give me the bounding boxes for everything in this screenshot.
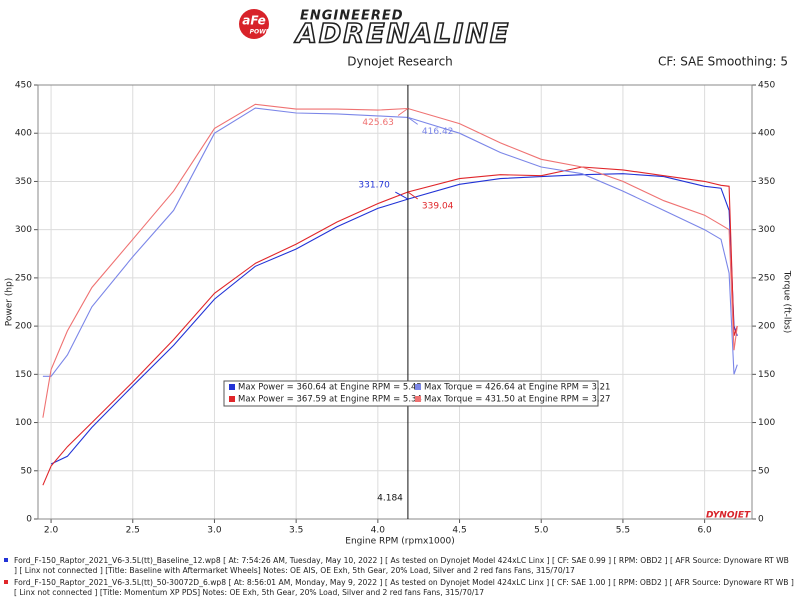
series-line: [42, 107, 738, 377]
readout-pointer: [407, 191, 418, 200]
x-tick-label: 3.0: [207, 526, 222, 536]
chart-title: Dynojet Research: [347, 55, 453, 69]
y2-tick-label: 450: [758, 81, 775, 91]
y-tick-label: 300: [15, 225, 32, 235]
x-tick-label: 2.5: [126, 526, 140, 536]
y-tick-label: 0: [26, 515, 32, 525]
y-tick-label: 200: [15, 322, 32, 332]
value-label: 416.42: [422, 127, 454, 137]
legend-label: Max Power = 360.64 at Engine RPM = 5.45: [238, 383, 422, 393]
legend-swatch: [415, 384, 421, 390]
legend-label: Max Power = 367.59 at Engine RPM = 5.34: [238, 395, 422, 405]
y2-tick-label: 350: [758, 177, 775, 187]
value-label: 331.70: [358, 181, 390, 191]
y-axis-title: Power (hp): [5, 278, 15, 327]
legend: Max Power = 360.64 at Engine RPM = 5.45M…: [223, 380, 610, 407]
x-tick-label: 4.0: [371, 526, 386, 536]
run-note: Ford_F-150_Raptor_2021_V6-3.5L(tt)_50-30…: [4, 578, 794, 598]
x-axis-title: Engine RPM (rpmx1000): [345, 537, 454, 547]
note-marker: [4, 558, 8, 562]
y2-tick-label: 150: [758, 370, 775, 380]
y-tick-label: 50: [21, 466, 33, 476]
y2-tick-label: 400: [758, 129, 775, 139]
x-tick-label: 3.5: [289, 526, 303, 536]
plot-frame: [37, 84, 753, 520]
legend-label: Max Torque = 426.64 at Engine RPM = 3.21: [424, 383, 610, 393]
chart-subtitle: CF: SAE Smoothing: 5: [658, 55, 788, 69]
y2-tick-label: 0: [758, 515, 764, 525]
logo-secondary: POWER: [250, 29, 275, 36]
tagline: ENGINEERED: [300, 9, 404, 24]
logo-badge: [239, 9, 269, 39]
chart: aFe POWER ENGINEERED ADRENALINE Dynojet …: [5, 9, 792, 547]
legend-label: Max Torque = 431.50 at Engine RPM = 3.27: [424, 395, 610, 405]
legend-box: [223, 380, 599, 407]
note-text: Ford_F-150_Raptor_2021_V6-3.5L(tt)_50-30…: [14, 578, 794, 597]
series-line: [50, 173, 738, 465]
value-label: 339.04: [422, 202, 454, 212]
brand: ADRENALINE: [294, 19, 510, 50]
readout-pointer: [397, 108, 409, 116]
y2-tick-label: 50: [758, 466, 770, 476]
readout-pointer: [407, 116, 418, 125]
x-tick-label: 5.5: [616, 526, 630, 536]
legend-swatch: [415, 396, 421, 402]
x-tick-label: 6.0: [697, 526, 712, 536]
y-tick-label: 100: [15, 418, 32, 428]
legend-swatch: [229, 384, 235, 390]
footer-logo: DYNOJET: [706, 511, 751, 521]
value-label: 425.63: [362, 118, 394, 128]
y-tick-label: 450: [15, 81, 32, 91]
cursor-label: 4.184: [377, 494, 403, 504]
y2-axis-title: Torque (ft-lbs): [782, 270, 792, 334]
logo-primary: aFe: [242, 14, 266, 28]
y-tick-label: 150: [15, 370, 32, 380]
note-marker: [4, 580, 8, 584]
y-tick-label: 400: [15, 129, 32, 139]
series-line: [42, 103, 738, 418]
readout-pointer: [395, 191, 409, 200]
y2-tick-label: 200: [758, 322, 775, 332]
y-tick-label: 250: [15, 273, 32, 283]
y2-tick-label: 100: [758, 418, 775, 428]
note-text: Ford_F-150_Raptor_2021_V6-3.5L(tt)_Basel…: [14, 556, 789, 575]
legend-swatch: [229, 396, 235, 402]
x-tick-label: 2.0: [44, 526, 59, 536]
run-note: Ford_F-150_Raptor_2021_V6-3.5L(tt)_Basel…: [4, 556, 794, 576]
x-tick-label: 4.5: [452, 526, 466, 536]
y2-tick-label: 250: [758, 273, 775, 283]
run-notes: Ford_F-150_Raptor_2021_V6-3.5L(tt)_Basel…: [4, 556, 794, 600]
x-tick-label: 5.0: [534, 526, 549, 536]
y-tick-label: 350: [15, 177, 32, 187]
y2-tick-label: 300: [758, 225, 775, 235]
